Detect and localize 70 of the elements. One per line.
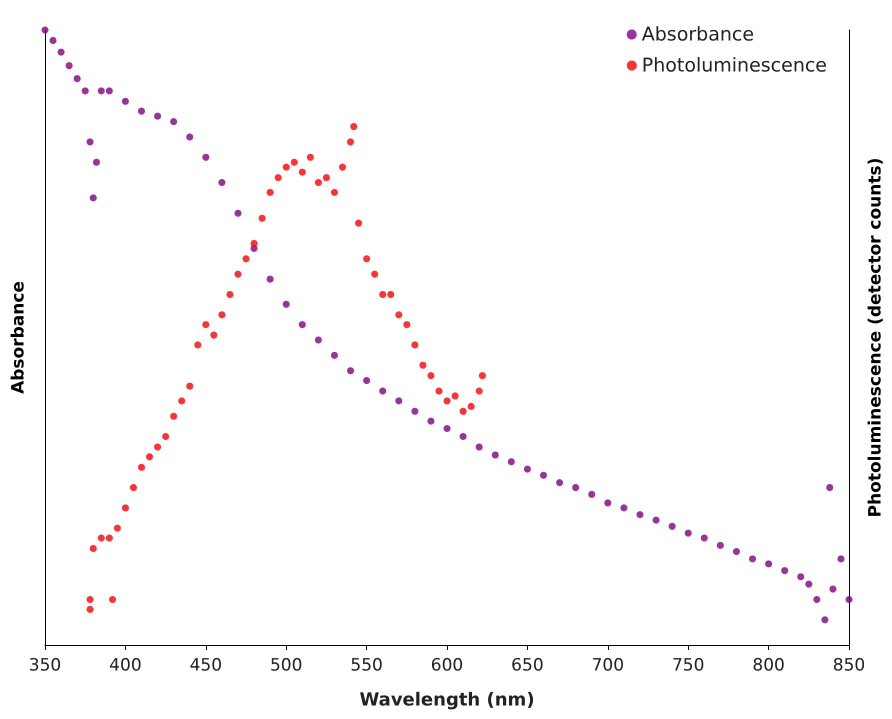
point — [322, 174, 330, 182]
point — [387, 290, 394, 298]
point — [282, 164, 290, 171]
point — [218, 311, 226, 318]
point — [258, 214, 266, 222]
point — [355, 220, 362, 227]
point — [350, 123, 358, 130]
point — [395, 311, 402, 318]
point — [178, 397, 186, 404]
point — [468, 402, 475, 410]
x-axis-title: Wavelength (nm) — [359, 690, 535, 710]
point — [379, 290, 386, 298]
point — [371, 270, 378, 278]
point — [242, 255, 250, 262]
point — [109, 596, 116, 603]
point — [90, 544, 97, 552]
point — [98, 534, 105, 542]
x-tick-label: 700 — [592, 656, 624, 676]
point — [202, 321, 210, 328]
x-tick-label: 450 — [190, 656, 222, 676]
point — [274, 174, 282, 182]
x-tick-label: 400 — [109, 656, 142, 676]
x-tick-label: 850 — [832, 656, 866, 676]
x-tick-label: 750 — [672, 656, 704, 676]
point — [427, 372, 434, 380]
point — [154, 443, 162, 450]
point — [460, 408, 467, 415]
x-tick-label: 350 — [28, 656, 62, 676]
point — [210, 332, 218, 339]
point — [403, 321, 410, 328]
point — [347, 138, 354, 146]
point — [106, 534, 113, 542]
legend-label: Photoluminescence — [642, 54, 827, 76]
x-tick-label: 550 — [350, 656, 383, 676]
point — [363, 255, 370, 262]
point — [338, 164, 346, 171]
point — [330, 188, 338, 196]
point — [411, 341, 418, 348]
x-tick-label: 650 — [511, 656, 544, 676]
point — [419, 362, 426, 369]
legend-label: Absorbance — [642, 24, 754, 46]
point — [435, 388, 442, 395]
y2-axis-title: Photoluminescence (detector counts) — [866, 158, 886, 518]
point — [444, 397, 450, 404]
point — [266, 188, 274, 196]
x-tick-label: 500 — [270, 656, 302, 676]
point — [86, 596, 94, 603]
point — [234, 270, 242, 278]
point — [226, 290, 234, 298]
point — [186, 382, 194, 390]
point — [314, 179, 322, 186]
point — [298, 168, 306, 176]
point — [476, 388, 483, 395]
point — [170, 412, 178, 420]
point — [146, 453, 154, 460]
point — [290, 158, 298, 166]
point — [194, 341, 202, 348]
point — [86, 606, 94, 613]
x-tick-label: 800 — [752, 656, 785, 676]
point — [122, 504, 129, 512]
point — [130, 484, 137, 492]
point — [306, 154, 314, 161]
point — [452, 392, 459, 400]
point — [478, 372, 486, 380]
y-axis-title: Absorbance — [8, 281, 28, 394]
point — [162, 433, 170, 440]
point — [114, 524, 121, 532]
point — [138, 464, 145, 471]
point — [250, 240, 258, 247]
x-tick-label: 600 — [430, 656, 464, 676]
